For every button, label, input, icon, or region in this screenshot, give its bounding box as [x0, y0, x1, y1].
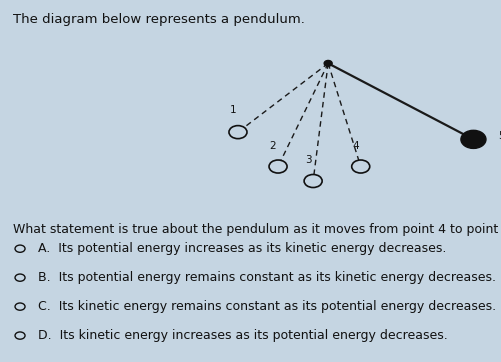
Text: D.  Its kinetic energy increases as its potential energy decreases.: D. Its kinetic energy increases as its p… — [38, 329, 447, 342]
Circle shape — [15, 274, 25, 281]
Circle shape — [304, 174, 322, 188]
Text: What statement is true about the pendulum as it moves from point 4 to point 5?: What statement is true about the pendulu… — [13, 223, 501, 236]
Text: A.  Its potential energy increases as its kinetic energy decreases.: A. Its potential energy increases as its… — [38, 242, 446, 255]
Circle shape — [15, 332, 25, 339]
Text: 4: 4 — [352, 141, 359, 151]
Circle shape — [15, 303, 25, 310]
Circle shape — [15, 245, 25, 252]
Text: 1: 1 — [229, 105, 236, 115]
Text: The diagram below represents a pendulum.: The diagram below represents a pendulum. — [13, 13, 305, 26]
Text: 3: 3 — [305, 155, 312, 165]
Text: C.  Its kinetic energy remains constant as its potential energy decreases.: C. Its kinetic energy remains constant a… — [38, 300, 495, 313]
Circle shape — [352, 160, 370, 173]
Circle shape — [229, 126, 247, 139]
Circle shape — [269, 160, 287, 173]
Circle shape — [324, 60, 332, 66]
Circle shape — [461, 130, 486, 148]
Text: 5: 5 — [498, 131, 501, 141]
Text: B.  Its potential energy remains constant as its kinetic energy decreases.: B. Its potential energy remains constant… — [38, 271, 495, 284]
Text: 2: 2 — [270, 141, 277, 151]
